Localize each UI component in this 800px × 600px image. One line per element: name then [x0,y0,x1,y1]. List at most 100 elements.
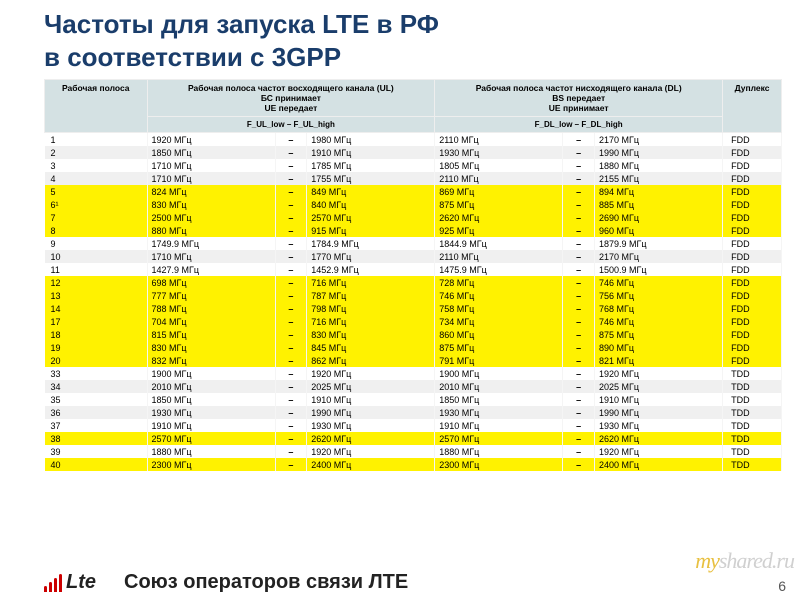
cell-ul-low: 788 МГц [147,302,275,315]
cell-band: 39 [45,445,148,458]
cell-ul-high: 1452.9 МГц [307,263,435,276]
watermark-my: my [695,548,719,573]
cell-band: 2 [45,146,148,159]
cell-ul-high: 1920 МГц [307,367,435,380]
cell-dash: – [275,445,307,458]
cell-band: 19 [45,341,148,354]
cell-band: 10 [45,250,148,263]
cell-dl-low: 2010 МГц [435,380,563,393]
table-body: 11920 МГц–1980 МГц2110 МГц–2170 МГцFDD21… [45,133,782,472]
cell-ul-low: 824 МГц [147,185,275,198]
cell-duplex: FDD [723,315,782,328]
cell-duplex: TDD [723,458,782,471]
cell-dash: – [563,458,595,471]
cell-ul-high: 862 МГц [307,354,435,367]
frequency-table: Рабочая полоса Рабочая полоса частот вос… [44,79,782,471]
cell-duplex: FDD [723,224,782,237]
cell-ul-high: 2025 МГц [307,380,435,393]
table-row: 13777 МГц–787 МГц746 МГц–756 МГцFDD [45,289,782,302]
table-row: 391880 МГц–1920 МГц1880 МГц–1920 МГцTDD [45,445,782,458]
cell-duplex: FDD [723,354,782,367]
cell-ul-high: 1770 МГц [307,250,435,263]
cell-ul-high: 1784.9 МГц [307,237,435,250]
table-row: 14788 МГц–798 МГц758 МГц–768 МГцFDD [45,302,782,315]
cell-ul-low: 2500 МГц [147,211,275,224]
cell-dash: – [563,354,595,367]
cell-band: 40 [45,458,148,471]
cell-ul-low: 1920 МГц [147,133,275,147]
cell-ul-high: 1980 МГц [307,133,435,147]
cell-ul-high: 1990 МГц [307,406,435,419]
cell-dl-low: 1844.9 МГц [435,237,563,250]
cell-dash: – [275,406,307,419]
cell-dash: – [275,250,307,263]
cell-ul-low: 880 МГц [147,224,275,237]
cell-band: 11 [45,263,148,276]
cell-dl-high: 894 МГц [595,185,723,198]
cell-duplex: FDD [723,159,782,172]
cell-duplex: FDD [723,237,782,250]
cell-ul-low: 698 МГц [147,276,275,289]
cell-duplex: TDD [723,367,782,380]
cell-dash: – [275,263,307,276]
table-row: 91749.9 МГц–1784.9 МГц1844.9 МГц–1879.9 … [45,237,782,250]
cell-ul-low: 1880 МГц [147,445,275,458]
cell-dl-low: 1910 МГц [435,419,563,432]
cell-dash: – [275,289,307,302]
cell-ul-high: 1910 МГц [307,146,435,159]
table-row: 41710 МГц–1755 МГц2110 МГц–2155 МГцFDD [45,172,782,185]
cell-dl-low: 1850 МГц [435,393,563,406]
title-line-2: в соответствии с 3GPP [44,42,341,72]
cell-dash: – [275,133,307,147]
cell-dl-high: 1930 МГц [595,419,723,432]
cell-dash: – [563,133,595,147]
cell-dl-low: 875 МГц [435,341,563,354]
cell-ul-high: 787 МГц [307,289,435,302]
cell-band: 18 [45,328,148,341]
cell-ul-low: 830 МГц [147,341,275,354]
cell-dl-high: 2170 МГц [595,250,723,263]
cell-ul-low: 2010 МГц [147,380,275,393]
table-row: 21850 МГц–1910 МГц1930 МГц–1990 МГцFDD [45,146,782,159]
cell-dl-low: 2300 МГц [435,458,563,471]
cell-dash: – [275,393,307,406]
cell-band: 20 [45,354,148,367]
cell-dl-high: 756 МГц [595,289,723,302]
col-ul-sub: F_UL_low – F_UL_high [147,117,435,133]
cell-ul-low: 830 МГц [147,198,275,211]
cell-dl-low: 2110 МГц [435,172,563,185]
cell-dl-low: 1475.9 МГц [435,263,563,276]
cell-duplex: FDD [723,263,782,276]
cell-duplex: FDD [723,250,782,263]
cell-dash: – [563,224,595,237]
cell-dash: – [275,185,307,198]
cell-ul-high: 1785 МГц [307,159,435,172]
table-row: 111427.9 МГц–1452.9 МГц1475.9 МГц–1500.9… [45,263,782,276]
cell-dash: – [275,315,307,328]
cell-dash: – [275,237,307,250]
cell-band: 9 [45,237,148,250]
watermark-shared: shared.ru [719,548,794,573]
cell-dl-high: 821 МГц [595,354,723,367]
lte-logo: Lte [44,571,96,594]
cell-dl-low: 1930 МГц [435,146,563,159]
cell-dl-low: 1805 МГц [435,159,563,172]
cell-dl-high: 2690 МГц [595,211,723,224]
watermark: myshared.ru [695,548,794,574]
cell-dash: – [563,419,595,432]
cell-dl-low: 791 МГц [435,354,563,367]
cell-ul-high: 830 МГц [307,328,435,341]
cell-dl-high: 1990 МГц [595,406,723,419]
cell-dash: – [563,406,595,419]
table-row: 11920 МГц–1980 МГц2110 МГц–2170 МГцFDD [45,133,782,147]
cell-dash: – [275,172,307,185]
table-row: 20832 МГц–862 МГц791 МГц–821 МГцFDD [45,354,782,367]
cell-ul-low: 1910 МГц [147,419,275,432]
cell-ul-low: 832 МГц [147,354,275,367]
table-row: 351850 МГц–1910 МГц1850 МГц–1910 МГцTDD [45,393,782,406]
cell-dl-low: 728 МГц [435,276,563,289]
cell-duplex: TDD [723,445,782,458]
cell-ul-low: 1900 МГц [147,367,275,380]
cell-dl-low: 2110 МГц [435,133,563,147]
table-row: 19830 МГц–845 МГц875 МГц–890 МГцFDD [45,341,782,354]
